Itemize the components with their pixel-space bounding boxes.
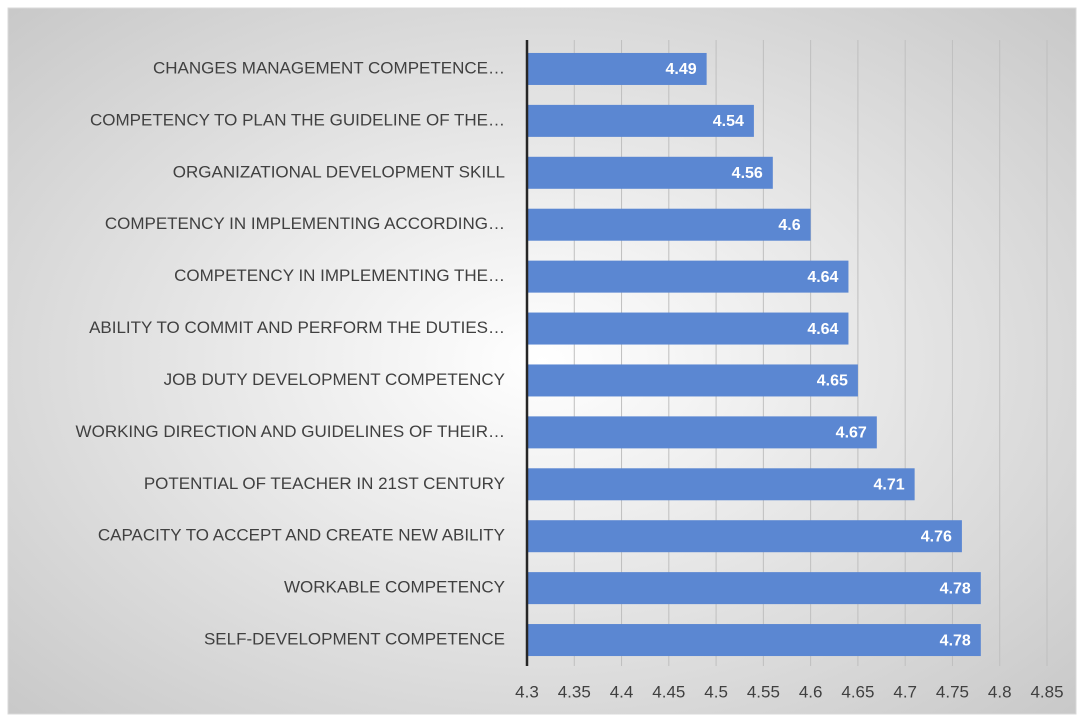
bar	[527, 416, 877, 449]
bar	[527, 364, 858, 397]
x-tick-label: 4.6	[799, 682, 823, 701]
bar	[527, 104, 754, 137]
x-tick-label: 4.55	[747, 682, 780, 701]
x-tick-label: 4.7	[893, 682, 917, 701]
data-label: 4.76	[921, 528, 952, 545]
data-label: 4.64	[807, 269, 838, 286]
y-tick-label: ABILITY TO COMMIT AND PERFORM THE DUTIES…	[89, 318, 505, 337]
y-tick-label: ORGANIZATIONAL DEVELOPMENT SKILL	[173, 162, 505, 181]
bar	[527, 572, 981, 605]
y-tick-label: CHANGES MANAGEMENT COMPETENCE…	[153, 58, 505, 77]
bar	[527, 208, 811, 241]
y-tick-label: JOB DUTY DEVELOPMENT COMPETENCY	[164, 370, 505, 389]
x-tick-label: 4.4	[610, 682, 634, 701]
x-tick-label: 4.5	[704, 682, 728, 701]
data-label: 4.64	[807, 321, 838, 338]
x-tick-label: 4.65	[841, 682, 874, 701]
data-label: 4.56	[732, 165, 763, 182]
data-label: 4.78	[940, 632, 971, 649]
data-label: 4.49	[665, 61, 696, 78]
bar	[527, 468, 915, 501]
y-tick-label: SELF-DEVELOPMENT COMPETENCE	[204, 630, 505, 649]
bar	[527, 156, 773, 189]
y-tick-label: WORKABLE COMPETENCY	[284, 578, 505, 597]
x-tick-label: 4.85	[1030, 682, 1063, 701]
bar	[527, 624, 981, 657]
y-tick-label: CAPACITY TO ACCEPT AND CREATE NEW ABILIT…	[98, 526, 505, 545]
data-label: 4.54	[713, 113, 744, 130]
data-label: 4.78	[940, 580, 971, 597]
data-label: 4.67	[836, 425, 867, 442]
x-tick-label: 4.45	[652, 682, 685, 701]
data-label: 4.6	[778, 217, 800, 234]
x-tick-label: 4.3	[515, 682, 539, 701]
y-tick-label: COMPETENCY IN IMPLEMENTING ACCORDING…	[105, 214, 505, 233]
y-tick-label: WORKING DIRECTION AND GUIDELINES OF THEI…	[76, 422, 505, 441]
x-tick-label: 4.35	[558, 682, 591, 701]
x-tick-label: 4.8	[988, 682, 1012, 701]
bar	[527, 312, 849, 345]
data-label: 4.71	[873, 477, 904, 494]
bar	[527, 520, 962, 553]
y-tick-label: COMPETENCY IN IMPLEMENTING THE…	[174, 266, 505, 285]
bar	[527, 260, 849, 293]
x-tick-label: 4.75	[936, 682, 969, 701]
y-tick-label: POTENTIAL OF TEACHER IN 21ST CENTURY	[144, 474, 505, 493]
y-tick-label: COMPETENCY TO PLAN THE GUIDELINE OF THE…	[90, 110, 505, 129]
data-label: 4.65	[817, 373, 848, 390]
bar	[527, 52, 707, 85]
